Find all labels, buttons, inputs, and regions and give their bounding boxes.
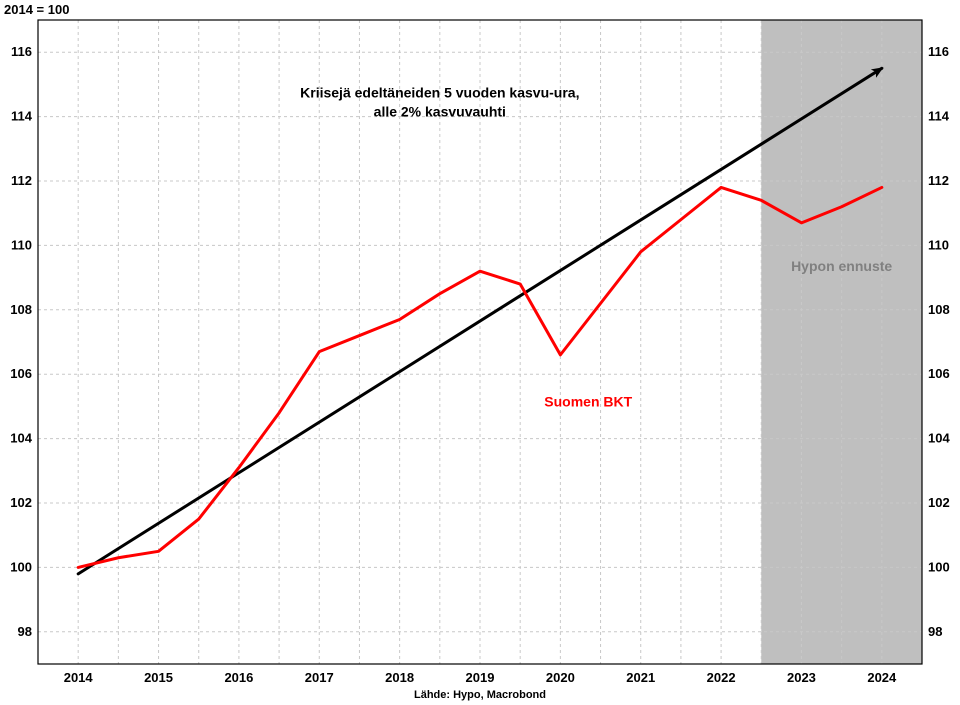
y-tick-label-right: 100 [928,559,950,574]
y-axis-ticks-left: 98 100 102 104 106 108 110 112 114 116 [10,44,32,639]
annotation-trend-note-1: Kriisejä edeltäneiden 5 vuoden kasvu-ura… [300,84,579,100]
y-tick-label-left: 106 [10,366,32,381]
x-tick-label: 2023 [787,670,816,685]
chart-container: { "chart": { "type": "line", "width_px":… [0,0,960,705]
x-tick-label: 2016 [224,670,253,685]
y-tick-label-right: 102 [928,495,950,510]
y-tick-label-left: 104 [10,431,32,446]
gdp-chart: 2014 2015 2016 2017 2018 2019 2020 2021 2022 2023… [0,0,960,705]
y-tick-label-right: 108 [928,302,950,317]
x-tick-label: 2020 [546,670,575,685]
y-tick-label-left: 112 [11,173,32,188]
annotation-forecast-lbl: Hypon ennuste [791,258,892,274]
x-tick-label: 2018 [385,670,414,685]
annotation-trend-note-2: alle 2% kasvuvauhti [374,104,506,120]
y-tick-label-left: 110 [11,237,32,252]
x-tick-label: 2021 [626,670,655,685]
index-base-label: 2014 = 100 [4,2,69,17]
y-tick-label-left: 116 [11,44,32,59]
y-tick-label-right: 112 [928,173,949,188]
x-tick-label: 2019 [466,670,495,685]
y-tick-label-right: 106 [928,366,950,381]
x-tick-label: 2024 [867,670,897,685]
x-axis-ticks: 2014 2015 2016 2017 2018 2019 2020 2021 2022 2023… [64,670,897,685]
source-label: Lähde: Hypo, Macrobond [414,689,546,701]
x-tick-label: 2014 [64,670,94,685]
y-tick-label-left: 100 [10,559,32,574]
y-tick-label-left: 98 [18,624,32,639]
y-tick-label-left: 108 [10,302,32,317]
y-tick-label-right: 98 [928,624,942,639]
y-tick-label-right: 116 [928,44,949,59]
x-tick-label: 2015 [144,670,173,685]
y-axis-ticks-right: 98 100 102 104 106 108 110 112 114 116 [928,44,950,639]
y-tick-label-left: 102 [10,495,32,510]
y-tick-label-right: 114 [928,109,950,124]
y-tick-label-left: 114 [11,109,33,124]
annotation-bkt-label: Suomen BKT [544,393,632,409]
x-tick-label: 2017 [305,670,334,685]
x-tick-label: 2022 [707,670,736,685]
y-tick-label-right: 104 [928,431,950,446]
y-tick-label-right: 110 [928,237,949,252]
